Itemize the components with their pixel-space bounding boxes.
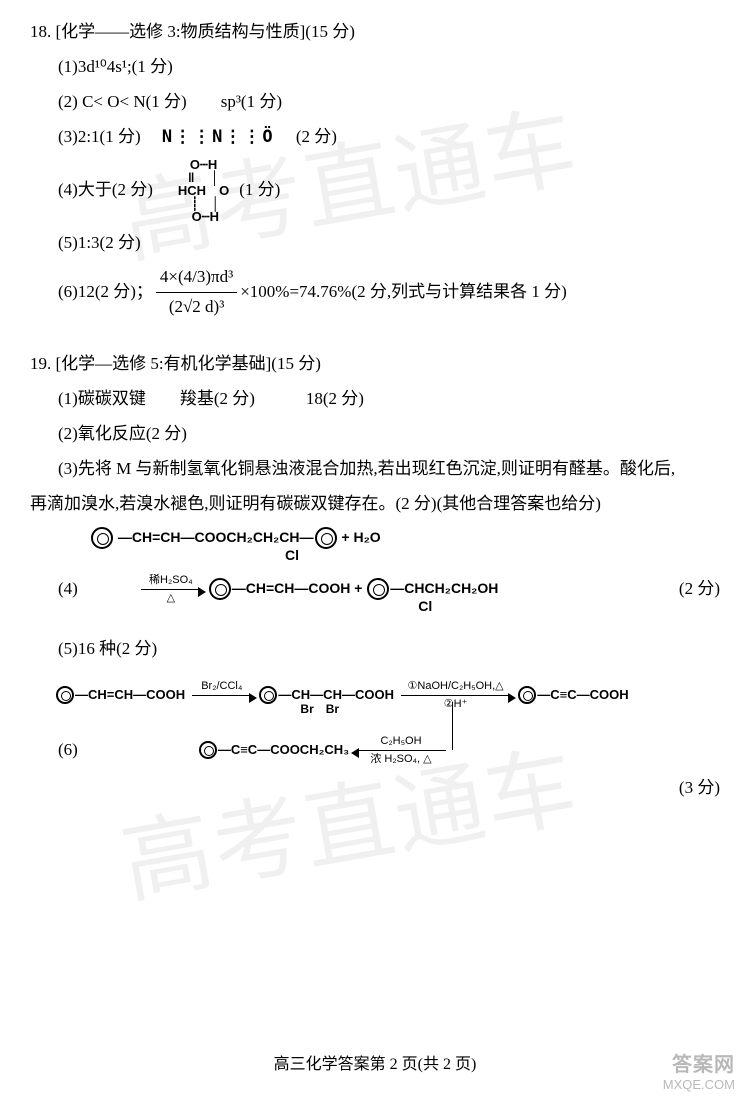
q18-p3: (3)2:1(1 分) N⋮⋮N⋮⋮Ö (2 分): [58, 123, 720, 152]
r6-a2t: ①NaOH/C₂H₅OH,△: [401, 678, 511, 697]
benzene-icon: [56, 686, 74, 704]
q18-p4-a: (4)大于(2 分): [58, 176, 170, 205]
q19-p3b: 再滴加溴水,若溴水褪色,则证明有碳碳双键存在。(2 分)(其他合理答案也给分): [30, 490, 720, 519]
r6-a2b: ②H⁺: [401, 696, 511, 713]
r4-cl1: Cl: [285, 545, 720, 566]
r6-s3: —C≡C—COOH: [537, 687, 628, 702]
r6-a3b: 浓 H₂SO₄, △: [356, 751, 446, 768]
r6-line2: —C≡C—COOCH₂CH₃ C₂H₅OH 浓 H₂SO₄, △: [198, 733, 454, 768]
q19-p3a: (3)先将 M 与新制氢氧化铜悬浊液混合加热,若出现红色沉淀,则证明有醛基。酸化…: [58, 455, 720, 484]
arrow-icon: Br₂/CCl₄: [192, 678, 252, 713]
r6-a3t: C₂H₅OH: [356, 733, 446, 752]
corner-watermark: 答案网 MXQE.COM: [663, 1053, 735, 1093]
r6-s4: —C≡C—COOCH₂CH₃: [218, 742, 349, 757]
arrow-left-icon: C₂H₅OH 浓 H₂SO₄, △: [356, 733, 446, 768]
q18-p3-a: (3)2:1(1 分): [58, 127, 158, 146]
q19-p4-row: (4) 稀H₂SO₄ △ —CH=CH—COOH + —CHCH₂CH₂OHCl…: [58, 572, 720, 607]
r4-l2-a: —CH=CH—COOH +: [232, 580, 367, 596]
r6-a1t: Br₂/CCl₄: [192, 678, 252, 697]
q19-p6-label: (6): [58, 736, 78, 765]
r4-l2-b: —CHCH₂CH₂OH: [390, 580, 498, 596]
r6-s1: —CH=CH—COOH: [75, 687, 185, 702]
hb-r5: O┄H: [178, 210, 229, 223]
q19-header: 19. [化学—选修 5:有机化学基础](15 分): [30, 350, 720, 379]
q19-p4-pts: (2 分): [679, 575, 720, 604]
q19-p2: (2)氧化反应(2 分): [58, 420, 720, 449]
r4-cl2: Cl: [418, 596, 432, 617]
q19-p6-row: (6) —C≡C—COOCH₂CH₃ C₂H₅OH 浓 H₂SO₄, △: [58, 733, 720, 768]
q18-p6-a: (6)12(2 分)；: [58, 278, 153, 307]
q18-p3-b: (2 分): [279, 127, 337, 146]
r4-arr-top: 稀H₂SO₄: [141, 572, 201, 591]
q18-p4: (4)大于(2 分) O┄H ‖ │ HCH O ┊ │ O┄H (1 分): [58, 158, 720, 223]
q18-lewis: N⋮⋮N⋮⋮Ö: [162, 127, 275, 147]
q19-p1: (1)碳碳双键 羧基(2 分) 18(2 分): [58, 385, 720, 414]
question-18: 18. [化学——选修 3:物质结构与性质](15 分) (1)3d¹⁰4s¹;…: [30, 18, 720, 322]
q19-p4-label: (4): [58, 575, 78, 604]
hb-r2: ‖ │: [178, 171, 229, 184]
frac-den: (2√2 d)³: [156, 293, 237, 322]
q18-p4-b: (1 分): [239, 176, 280, 205]
benzene-icon: [315, 527, 337, 549]
hb-r4: ┊ │: [178, 197, 229, 210]
q18-header: 18. [化学——选修 3:物质结构与性质](15 分): [30, 18, 720, 47]
benzene-icon: [518, 686, 536, 704]
q18-fraction: 4×(4/3)πd³ (2√2 d)³: [156, 263, 237, 322]
q19-p5: (5)16 种(2 分): [58, 635, 720, 664]
q19-p6-pts-row: (3 分): [58, 774, 720, 803]
q19-reaction6-line1: —CH=CH—COOH Br₂/CCl₄ —CH—CH—COOHBr Br ①N…: [55, 678, 720, 713]
benzene-icon: [367, 578, 389, 600]
hb-r1: O┄H: [178, 158, 229, 171]
page-footer: 高三化学答案第 2 页(共 2 页): [0, 1051, 750, 1078]
corner-wm-bot: MXQE.COM: [663, 1077, 735, 1093]
arrow-icon: ①NaOH/C₂H₅OH,△②H⁺: [401, 678, 511, 713]
r4-line1: —CH=CH—COOCH₂CH₂CH— + H₂O Cl: [90, 527, 720, 566]
q19-reaction4: —CH=CH—COOCH₂CH₂CH— + H₂O Cl: [90, 527, 720, 566]
benzene-icon: [259, 686, 277, 704]
q18-p6: (6)12(2 分)； 4×(4/3)πd³ (2√2 d)³ ×100%=74…: [58, 263, 720, 322]
r4-l1-b: + H₂O: [338, 529, 381, 545]
benzene-icon: [199, 741, 217, 759]
benzene-icon: [91, 527, 113, 549]
q18-p5: (5)1:3(2 分): [58, 229, 720, 258]
q19-p6-pts: (3 分): [679, 778, 720, 797]
q18-p1: (1)3d¹⁰4s¹;(1 分): [58, 53, 720, 82]
benzene-icon: [209, 578, 231, 600]
r4-arr-bot: △: [141, 590, 201, 607]
q18-p6-b: ×100%=74.76%(2 分,列式与计算结果各 1 分): [240, 278, 567, 307]
r4-line2: 稀H₂SO₄ △ —CH=CH—COOH + —CHCH₂CH₂OHCl: [138, 572, 499, 607]
r6-s2b: Br Br: [300, 700, 339, 718]
q18-p2: (2) C< O< N(1 分) sp³(1 分): [58, 88, 720, 117]
arrow-icon: 稀H₂SO₄ △: [141, 572, 201, 607]
hb-r3: HCH O: [178, 184, 229, 197]
corner-wm-top: 答案网: [663, 1053, 735, 1077]
r4-l1-a: —CH=CH—COOCH₂CH₂CH—: [118, 529, 314, 545]
h-bond-structure: O┄H ‖ │ HCH O ┊ │ O┄H: [178, 158, 229, 223]
question-19: 19. [化学—选修 5:有机化学基础](15 分) (1)碳碳双键 羧基(2 …: [30, 350, 720, 803]
frac-num: 4×(4/3)πd³: [156, 263, 237, 293]
